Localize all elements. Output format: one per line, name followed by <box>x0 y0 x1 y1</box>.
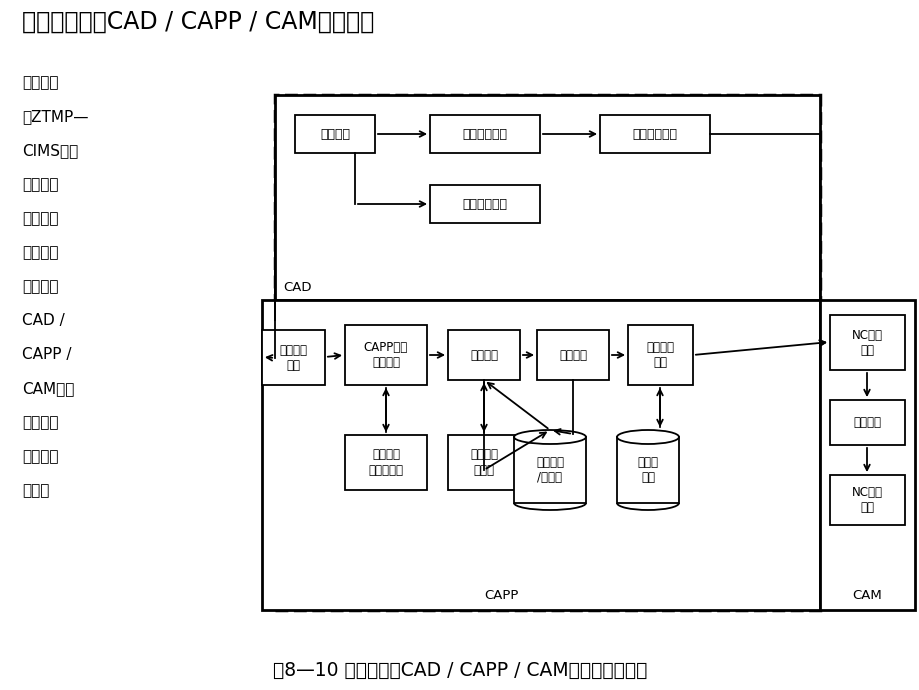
Text: CAD /: CAD / <box>22 313 64 328</box>
Bar <box>429 115 539 153</box>
Text: 的结构、: 的结构、 <box>22 415 59 430</box>
Bar <box>295 115 375 153</box>
Bar <box>819 300 914 610</box>
Text: 零件信息
输人: 零件信息 输人 <box>279 344 307 371</box>
Text: CAM: CAM <box>851 589 881 602</box>
Bar <box>599 115 709 153</box>
Text: 功能和技: 功能和技 <box>22 449 59 464</box>
Bar <box>628 325 692 385</box>
Text: 二维图形生成: 二维图形生成 <box>462 197 507 210</box>
Bar <box>617 437 678 503</box>
Bar <box>448 330 519 380</box>
Text: 以下介绍: 以下介绍 <box>22 75 59 90</box>
Text: 零件信息建模: 零件信息建模 <box>462 128 507 141</box>
Bar <box>448 435 519 490</box>
Bar <box>514 437 585 503</box>
Text: CAM系统: CAM系统 <box>22 381 74 396</box>
Text: 实现的回: 实现的回 <box>22 177 59 192</box>
Ellipse shape <box>617 430 678 444</box>
Text: 工序设计: 工序设计 <box>559 348 586 362</box>
Text: 工艺文件
管理: 工艺文件 管理 <box>646 341 674 369</box>
Text: 工具管理
子系统: 工具管理 子系统 <box>470 448 497 477</box>
Text: 特征操作: 特征操作 <box>320 128 349 141</box>
Text: CAD: CAD <box>283 281 312 294</box>
Text: 工艺数据
/知识库: 工艺数据 /知识库 <box>536 456 563 484</box>
Text: 术原理: 术原理 <box>22 483 50 498</box>
Bar <box>275 95 819 610</box>
Text: 工艺文
件库: 工艺文 件库 <box>637 456 658 484</box>
Bar <box>262 330 324 385</box>
Bar <box>429 185 539 223</box>
Bar <box>345 435 426 490</box>
Text: 后置处理: 后置处理 <box>853 416 880 429</box>
Text: 一、某纺机厂CAD / CAPP / CAM集成系统: 一、某纺机厂CAD / CAPP / CAM集成系统 <box>22 10 374 34</box>
Text: 工艺决策: 工艺决策 <box>470 348 497 362</box>
Text: 图8—10 回转体零件CAD / CAPP / CAM系统的总体结构: 图8—10 回转体零件CAD / CAPP / CAM系统的总体结构 <box>273 660 646 680</box>
Text: CIMS中所: CIMS中所 <box>22 143 78 158</box>
Text: CAPP零件
信息建模: CAPP零件 信息建模 <box>364 341 408 369</box>
Text: NC程序
输出: NC程序 输出 <box>851 486 882 514</box>
Bar <box>262 300 819 610</box>
Text: 板类零件: 板类零件 <box>22 279 59 294</box>
Text: CAPP: CAPP <box>483 589 517 602</box>
Bar <box>829 315 904 370</box>
Text: 设备环境
定义子系统: 设备环境 定义子系统 <box>369 448 403 477</box>
Text: 零件信息输出: 零件信息输出 <box>632 128 676 141</box>
Text: 在ZTMP—: 在ZTMP— <box>22 109 88 124</box>
Text: 转体零件: 转体零件 <box>22 211 59 226</box>
Bar <box>537 330 608 380</box>
Text: NC自动
编程: NC自动 编程 <box>851 328 882 357</box>
Text: CAPP /: CAPP / <box>22 347 72 362</box>
Bar <box>275 95 819 300</box>
Text: 和箱体墙: 和箱体墙 <box>22 245 59 260</box>
Bar <box>829 400 904 445</box>
Ellipse shape <box>514 430 585 444</box>
Bar <box>345 325 426 385</box>
Bar <box>829 475 904 525</box>
